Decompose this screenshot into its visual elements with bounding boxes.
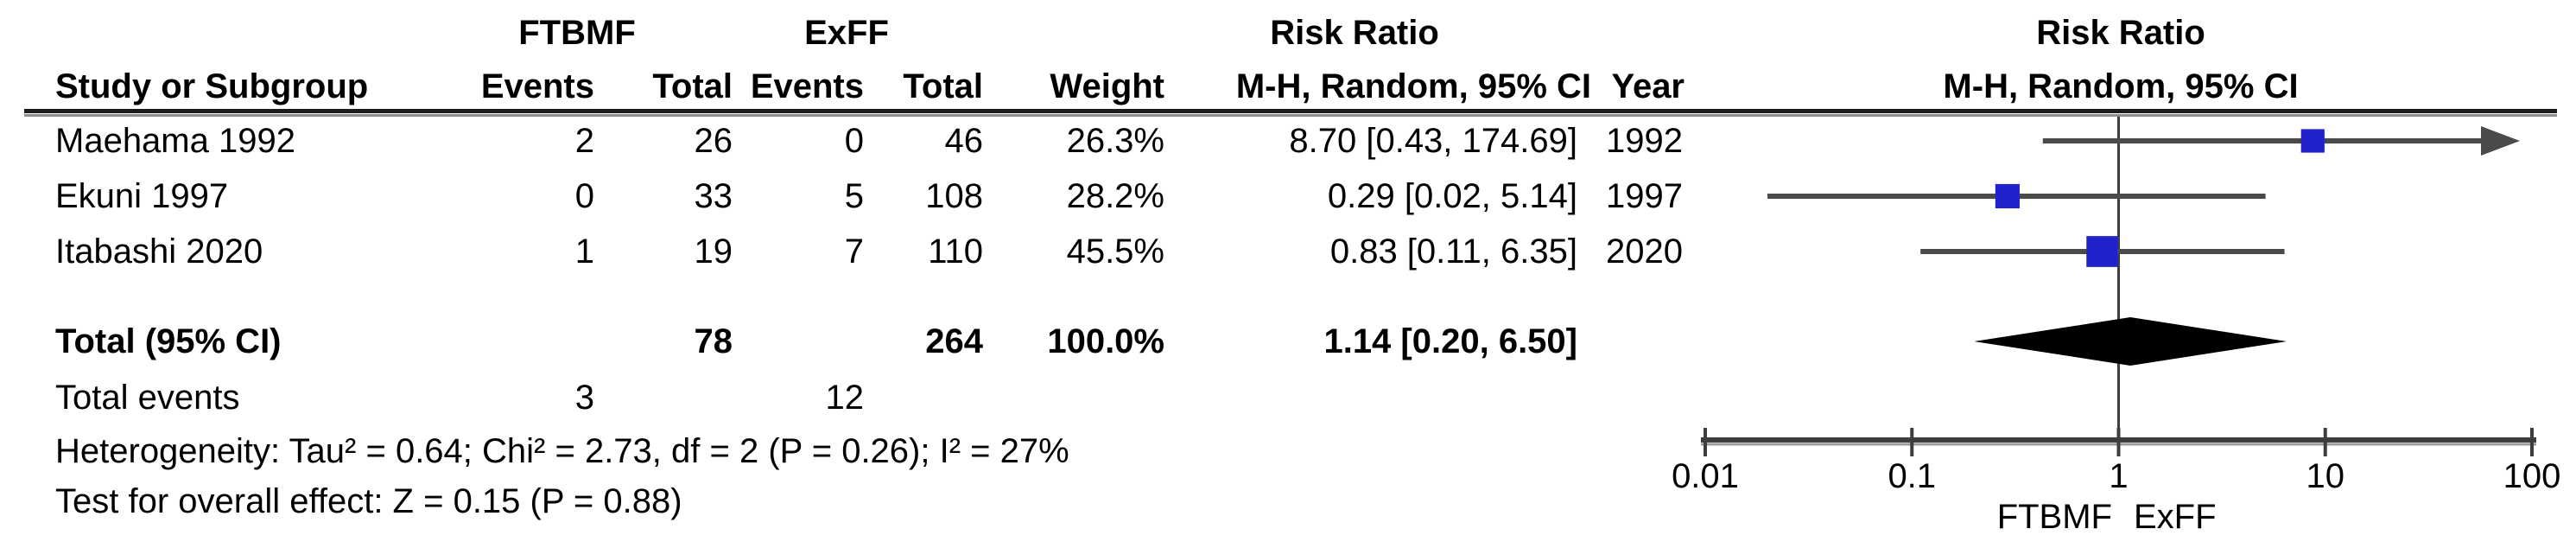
axis-tick-label: 1 [2109, 457, 2128, 495]
axis-tick-label: 0.1 [1888, 457, 1936, 495]
axis-tick-label: 0.01 [1672, 457, 1739, 495]
effect-square [2086, 236, 2118, 267]
axis-tick-label: 10 [2306, 457, 2345, 495]
effect-square [2300, 129, 2325, 153]
total-diamond [1974, 317, 2287, 366]
effect-square [1995, 183, 2020, 209]
arrow-head [2481, 126, 2520, 156]
axis-tick-label: 100 [2503, 457, 2561, 495]
